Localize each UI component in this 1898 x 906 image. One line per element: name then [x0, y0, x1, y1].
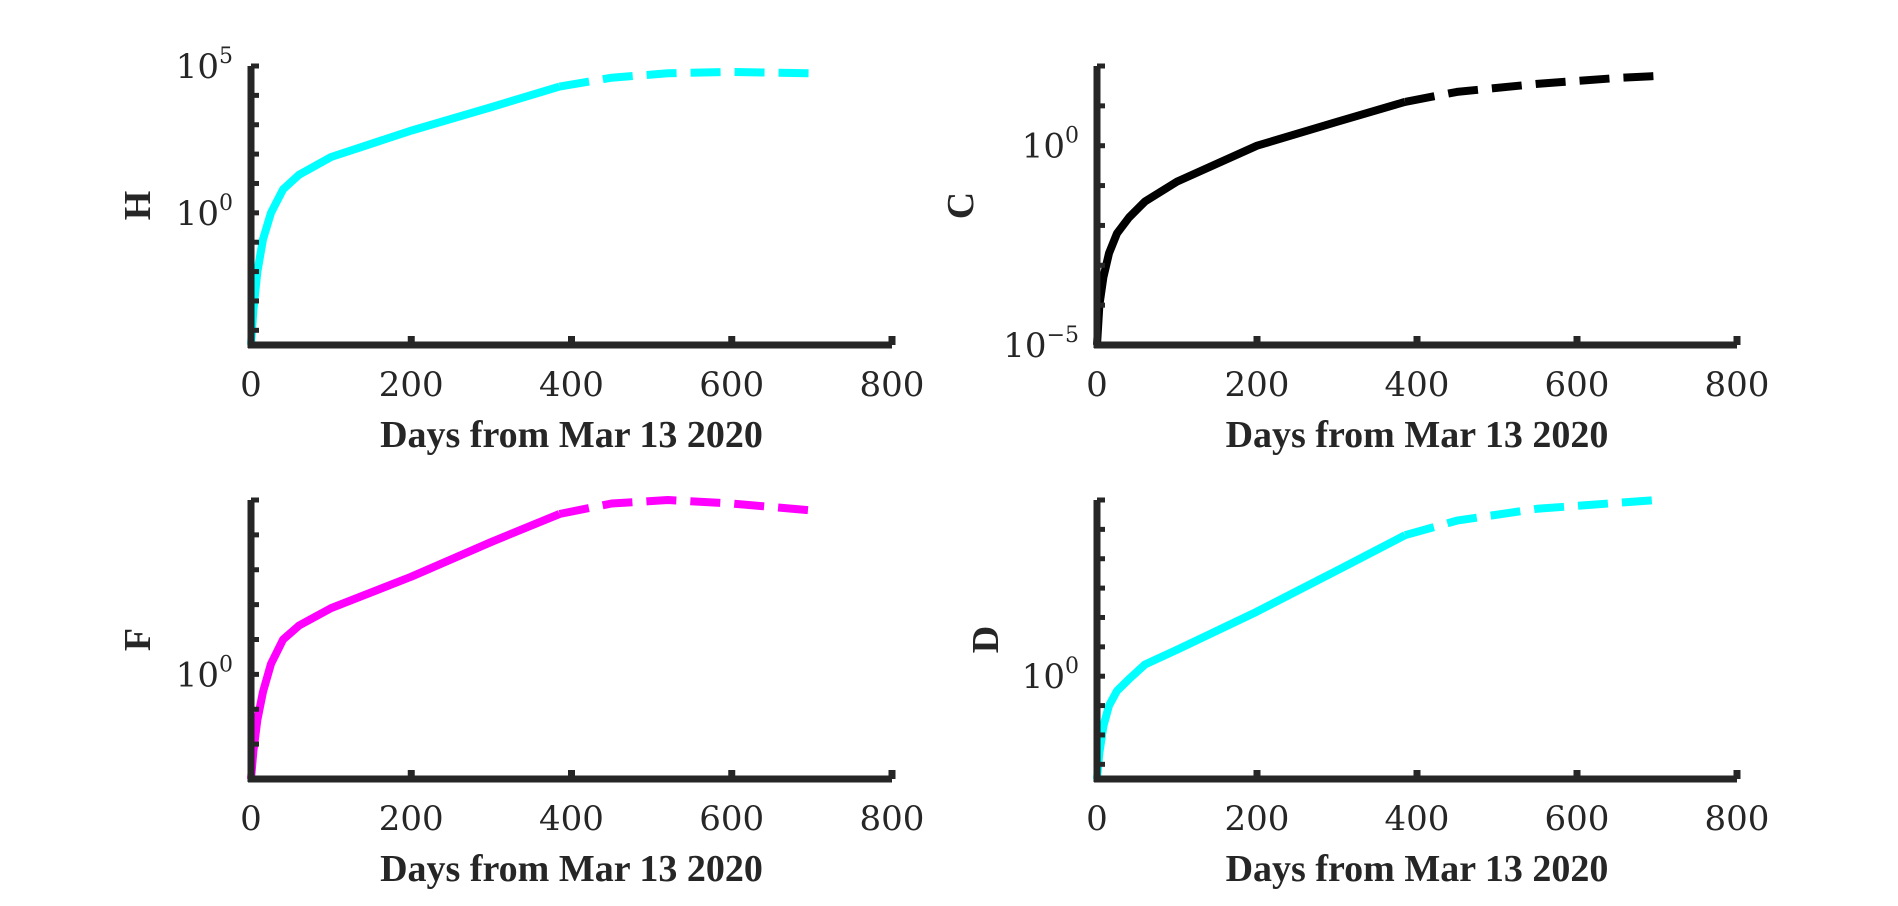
y-tick-label: 100: [1022, 654, 1079, 697]
series-line-fitted: [247, 82, 561, 346]
x-tick-label: 200: [379, 365, 444, 405]
x-tick-label: 600: [1545, 365, 1610, 405]
x-tick-label: 0: [1086, 365, 1108, 405]
series-line-projected: [1403, 496, 1658, 540]
series-line-fitted: [247, 510, 562, 780]
x-tick-label: 200: [1225, 799, 1290, 839]
x-tick-label: 800: [1705, 799, 1770, 839]
x-tick-label: 400: [1385, 365, 1450, 405]
y-tick-label: 105: [176, 44, 233, 87]
x-axis-title: Days from Mar 13 2020: [380, 848, 763, 890]
x-tick-label: 200: [1225, 365, 1290, 405]
x-axis-title: Days from Mar 13 2020: [1226, 848, 1609, 890]
y-axis-title: C: [940, 192, 982, 219]
x-tick-label: 400: [539, 799, 604, 839]
chart-panel-c: 0 200 400 600 800 10−5 100 Days from Mar 13 202…: [940, 63, 1770, 456]
x-tick-label: 600: [699, 365, 764, 405]
series-line-projected: [1404, 72, 1658, 106]
y-axis-title: F: [117, 628, 159, 651]
y-axis-title: D: [965, 626, 1007, 653]
series-line-projected: [558, 67, 812, 91]
x-tick-label: 800: [860, 799, 925, 839]
y-tick-label: 10−5: [1003, 323, 1079, 366]
x-tick-label: 0: [1086, 799, 1108, 839]
x-tick-label: 0: [240, 799, 262, 839]
chart-panel-f: 0 200 400 600 800 100 Days from Mar 13 2020 F: [117, 496, 925, 890]
x-tick-label: 0: [240, 365, 262, 405]
x-tick-label: 800: [1705, 365, 1770, 405]
x-tick-label: 600: [699, 799, 764, 839]
y-tick-label: 100: [1022, 124, 1079, 167]
chart-panel-h: 0 200 400 600 800 100 105 Days from Mar 13 2020…: [117, 44, 924, 456]
x-tick-label: 800: [860, 365, 925, 405]
y-tick-label: 100: [176, 191, 233, 234]
y-tick-label: 100: [176, 652, 233, 695]
x-tick-label: 200: [379, 799, 444, 839]
y-axis-title: H: [117, 191, 159, 221]
chart-panel-d: 0 200 400 600 800 100 Days from Mar 13 2020 D: [965, 496, 1770, 890]
x-tick-label: 400: [1385, 799, 1450, 839]
x-axis-title: Days from Mar 13 2020: [380, 414, 763, 456]
series-line-projected: [558, 496, 813, 518]
x-tick-label: 600: [1545, 799, 1610, 839]
series-line-fitted: [1093, 531, 1407, 780]
x-axis-title: Days from Mar 13 2020: [1226, 414, 1609, 456]
series-line-fitted: [1093, 98, 1407, 346]
x-tick-label: 400: [539, 365, 604, 405]
